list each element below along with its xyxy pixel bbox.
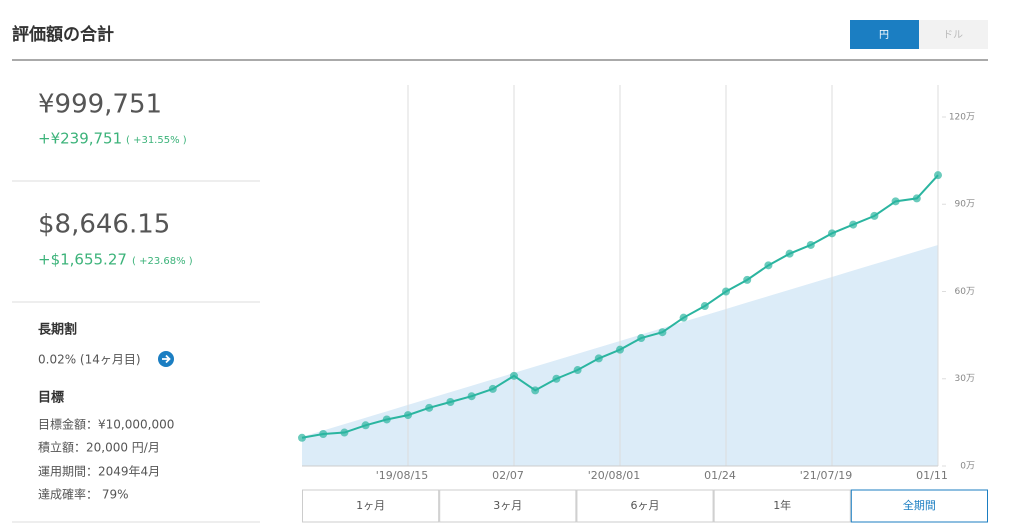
y-tick-label: 90万 [955,200,975,210]
long-term-text: 0.02% (14ヶ月目) [38,353,141,367]
value-point [446,398,455,407]
change: +¥239,751 [38,130,122,148]
value-point [934,171,942,180]
x-tick-label: 01/24 [704,469,736,482]
chart: '19/08/15 02/07 '20/08/01 01/24 '21/07/19 01/… [298,85,988,523]
value-point [722,287,730,296]
value-point [340,428,349,437]
y-tick-label: 60万 [955,287,975,297]
range-label[interactable]: 1年 [773,498,791,512]
range-button[interactable] [850,489,988,523]
percent: ( +23.68% ) [132,256,193,267]
page-title: 評価額の合計 [12,24,114,45]
value-point [743,275,752,284]
value-point [319,430,328,439]
value-point [404,411,412,420]
value-point [785,249,794,258]
value-point [870,211,879,220]
value-point [510,371,518,380]
value-point [573,366,582,375]
section-title: 長期割 [38,322,77,338]
value-point [298,433,306,442]
value: ¥999,751 [38,90,162,120]
value-point [467,392,476,401]
currency-label[interactable]: ドル [943,30,963,41]
value-point [594,354,603,363]
value-point [849,220,858,229]
goal-line: 積立額：20,000 円/月 [38,440,160,455]
goal-line: 達成確率： 79% [38,487,129,502]
value-point [764,261,773,270]
value-point [616,345,624,354]
range-label[interactable]: 1ヶ月 [356,499,385,512]
x-tick-label: '21/07/19 [800,469,852,482]
value-point [806,240,815,249]
y-tick-label: 30万 [955,374,975,384]
currency-dollar[interactable] [919,20,988,49]
x-tick-label: 02/07 [492,469,524,482]
arrow-icon[interactable] [162,354,171,364]
y-tick-label: 120万 [949,112,975,122]
value-point [488,384,497,393]
section-title: 目標 [38,390,64,406]
x-tick-label: '20/08/01 [588,469,640,482]
range-label[interactable]: 3ヶ月 [493,499,522,512]
value-point [361,421,370,430]
goal-line: 目標金額：¥10,000,000 [38,417,174,432]
range-label[interactable]: 6ヶ月 [631,499,660,512]
range-label[interactable]: 全期間 [903,498,936,512]
percent: ( +31.55% ) [126,135,187,146]
currency-label[interactable]: 円 [879,30,889,41]
range-button[interactable] [576,489,714,523]
x-tick-label: '19/08/15 [376,469,428,482]
value-point [912,194,921,203]
value-point [425,403,434,412]
value-point [679,313,688,322]
value-point [637,334,646,343]
change: +$1,655.27 [38,251,127,269]
value-point [700,302,709,311]
range-button[interactable] [713,489,851,523]
value-point [658,328,667,337]
x-tick-label: 01/11 [916,469,948,482]
value-point [828,229,836,238]
range-button[interactable] [439,489,577,523]
value-point [891,197,900,206]
currency-yen[interactable] [850,20,919,49]
y-tick-label: 0万 [960,462,975,472]
value-point [531,386,540,395]
value: $8,646.15 [38,210,170,240]
value-point [552,374,561,383]
range-button[interactable] [302,489,440,523]
goal-line: 運用期間：2049年4月 [38,465,160,479]
value-point [382,415,391,424]
